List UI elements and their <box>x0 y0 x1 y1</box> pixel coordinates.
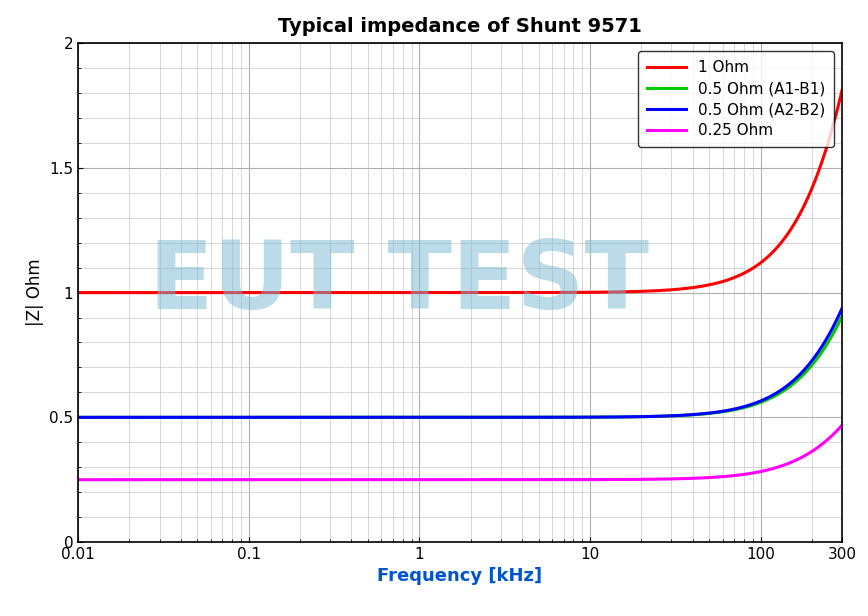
0.5 Ohm (A1-B1) <box>740 403 750 411</box>
0.5 Ohm (A1-B1) <box>73 413 83 421</box>
0.5 Ohm (A2-B2) <box>399 413 410 421</box>
0.5 Ohm (A1-B1) <box>206 413 216 421</box>
1 Ohm <box>740 269 750 277</box>
0.5 Ohm (A1-B1) <box>160 413 170 421</box>
0.5 Ohm (A2-B2) <box>822 334 832 342</box>
Line: 1 Ohm: 1 Ohm <box>78 91 842 293</box>
0.5 Ohm (A1-B1) <box>399 413 410 421</box>
0.5 Ohm (A2-B2) <box>73 413 83 421</box>
Line: 0.5 Ohm (A2-B2): 0.5 Ohm (A2-B2) <box>78 309 842 417</box>
1 Ohm <box>399 289 410 296</box>
0.5 Ohm (A2-B2) <box>160 413 170 421</box>
Text: EUT TEST: EUT TEST <box>149 237 649 328</box>
0.5 Ohm (A2-B2) <box>837 305 847 312</box>
Y-axis label: |Z| Ohm: |Z| Ohm <box>25 259 43 326</box>
0.25 Ohm <box>365 476 376 484</box>
0.25 Ohm <box>73 476 83 484</box>
1 Ohm <box>160 289 170 296</box>
1 Ohm <box>73 289 83 296</box>
0.5 Ohm (A1-B1) <box>822 341 832 348</box>
0.25 Ohm <box>160 476 170 484</box>
0.25 Ohm <box>206 476 216 484</box>
1 Ohm <box>822 143 832 150</box>
1 Ohm <box>837 87 847 94</box>
0.5 Ohm (A2-B2) <box>365 413 376 421</box>
Line: 0.5 Ohm (A1-B1): 0.5 Ohm (A1-B1) <box>78 317 842 417</box>
0.25 Ohm <box>740 471 750 478</box>
Legend: 1 Ohm, 0.5 Ohm (A1-B1), 0.5 Ohm (A2-B2), 0.25 Ohm: 1 Ohm, 0.5 Ohm (A1-B1), 0.5 Ohm (A2-B2),… <box>638 51 834 147</box>
Line: 0.25 Ohm: 0.25 Ohm <box>78 425 842 480</box>
Title: Typical impedance of Shunt 9571: Typical impedance of Shunt 9571 <box>278 17 642 36</box>
0.25 Ohm <box>837 421 847 429</box>
1 Ohm <box>365 289 376 296</box>
0.5 Ohm (A1-B1) <box>365 413 376 421</box>
X-axis label: Frequency [kHz]: Frequency [kHz] <box>378 567 542 585</box>
1 Ohm <box>206 289 216 296</box>
0.5 Ohm (A2-B2) <box>206 413 216 421</box>
0.25 Ohm <box>399 476 410 484</box>
0.25 Ohm <box>822 437 832 444</box>
0.5 Ohm (A1-B1) <box>837 313 847 320</box>
0.5 Ohm (A2-B2) <box>740 403 750 410</box>
